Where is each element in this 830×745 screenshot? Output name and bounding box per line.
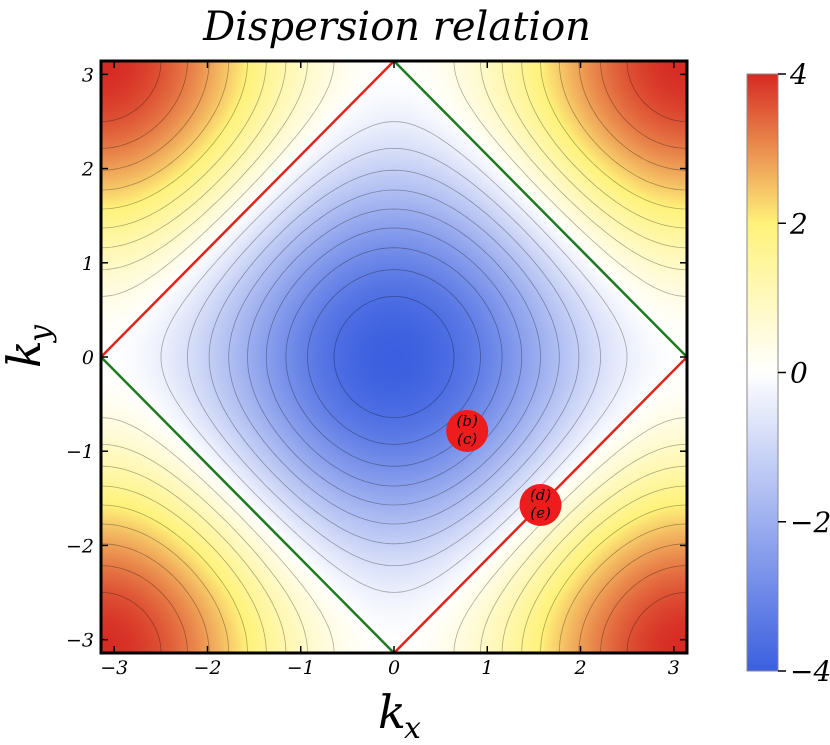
colorbar-tick-label: −4 [790,655,830,688]
contour-line [285,247,503,467]
contour-line [228,189,560,525]
contour-line [101,61,687,653]
colorbar-tick-label: 2 [789,207,808,240]
marker-label: (c) [457,430,477,448]
y-axis-label: k y [0,324,58,368]
contour-line [101,61,687,653]
marker-point [519,484,562,527]
contour-line [265,227,523,487]
y-tick-label: −1 [66,441,94,463]
y-tick-label: −3 [66,630,94,652]
colorbar-tick-label: −2 [790,506,830,539]
x-tick-label: 0 [388,657,400,679]
contour-line [247,208,541,506]
x-tick-label: 1 [481,657,493,679]
marker-label: (e) [530,504,551,522]
contour-line [101,61,687,653]
green-boundary-line [101,356,395,653]
colorbar-tick-label: 4 [789,58,808,91]
x-tick-label: 3 [668,657,680,679]
x-axis-label-subscript: x [404,711,421,745]
contour-line [187,148,601,566]
contour-line [101,61,687,653]
heatmap-image [101,61,687,653]
y-axis-label-main: k [0,340,51,368]
x-tick-label: −1 [287,657,315,679]
x-axis-label-main: k [378,685,406,739]
y-tick-label: 1 [82,253,94,275]
contour-line [101,61,687,653]
green-boundary-line [393,61,687,358]
x-tick-label: −3 [100,657,128,679]
x-axis-ticks: −3 −2 −1 0 1 2 3 [100,61,680,679]
red-boundary-line [101,61,395,358]
contour-lines [101,61,687,653]
x-axis-label: k x [378,685,421,745]
marker-label: (d) [530,486,551,504]
contour-line [101,61,687,653]
zone-boundary-lines [101,61,687,653]
colorbar-ticks: −4 −2 0 2 4 [778,58,830,688]
chart-title: Dispersion relation [202,4,591,50]
contour-line [208,169,580,545]
y-tick-label: −2 [66,535,94,557]
x-tick-label: −2 [193,657,221,679]
point-markers: (b)(c) (d)(e) [446,409,562,527]
colorbar-tick-label: 0 [790,357,808,390]
contour-line [101,61,687,653]
y-tick-label: 0 [82,347,94,369]
colorbar-gradient [746,73,779,672]
contour-line [101,61,687,653]
colorbar: −4 −2 0 2 4 [746,58,830,688]
contour-line [101,61,687,653]
marker-point [446,409,489,452]
contour-line [307,269,481,445]
marker-label: (b) [457,412,478,430]
x-tick-label: 2 [573,657,586,679]
y-tick-label: 3 [82,64,94,86]
plot-area: (b)(c) (d)(e) −3 −2 −1 0 1 2 3 −3 −2 −1 0 1 2 3 [66,59,689,679]
y-axis-ticks: −3 −2 −1 0 1 2 3 [66,64,687,652]
contour-line [333,296,455,418]
y-tick-label: 2 [81,159,94,181]
y-axis-label-subscript: y [23,324,58,344]
